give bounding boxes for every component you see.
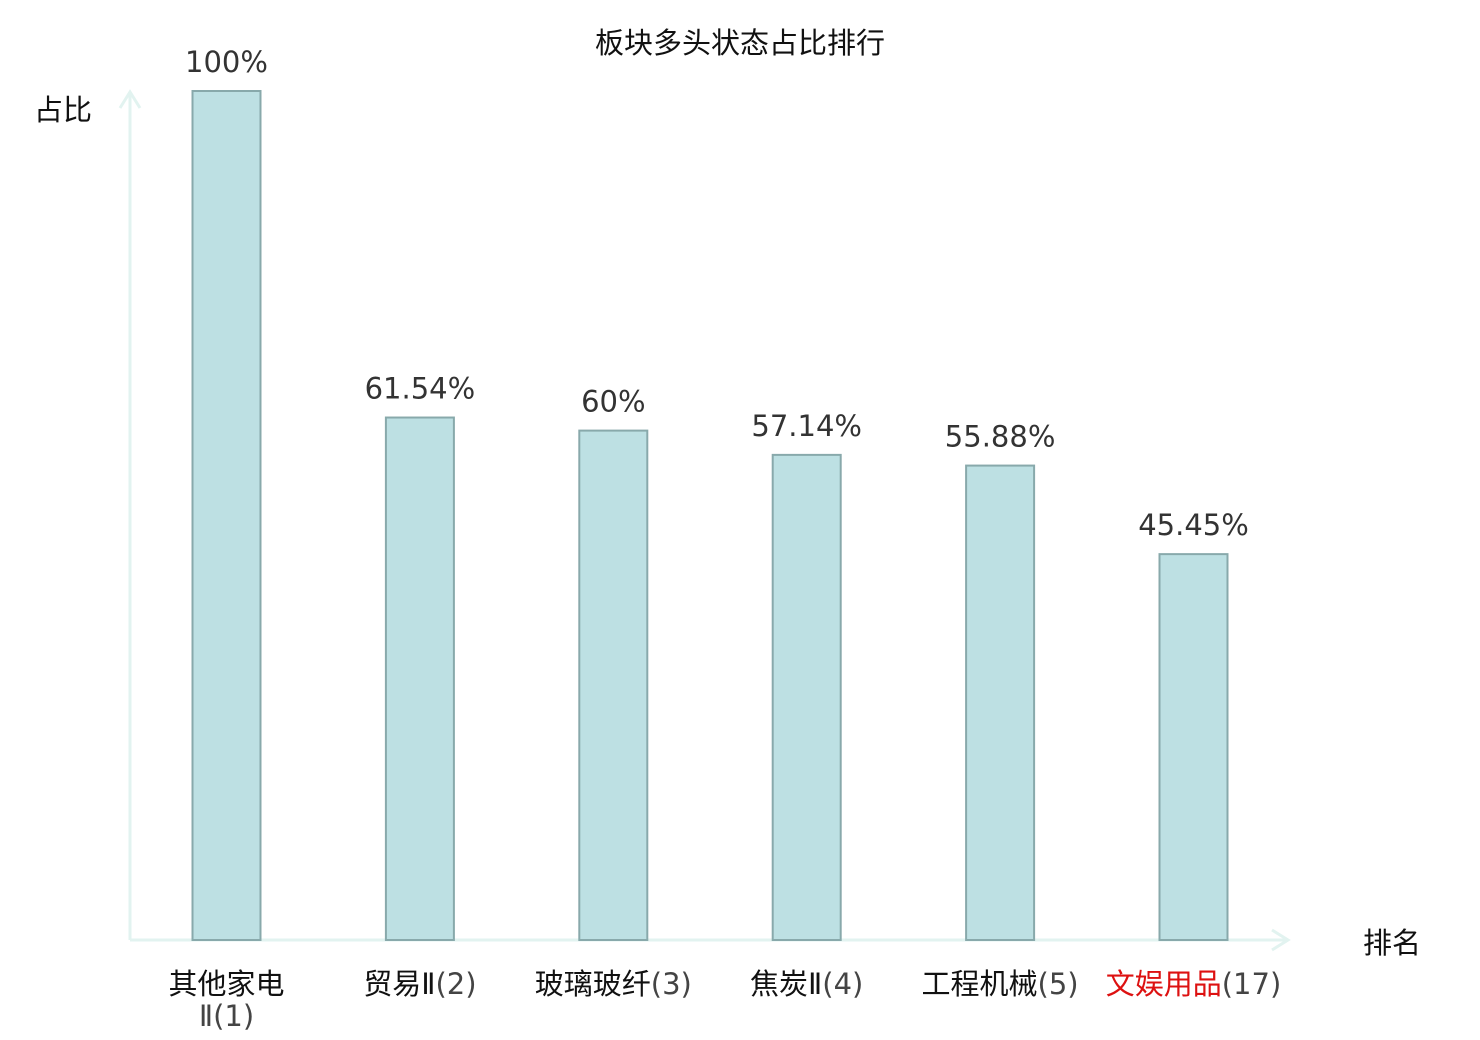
x-tick-rank: (4) xyxy=(822,967,863,1001)
x-tick-labels-group: 其他家电 Ⅱ(1) 贸易Ⅱ(2) 玻璃玻纤(3) 焦炭Ⅱ(4) 工程机械(5) 文娱用品(1… xyxy=(168,967,1281,1033)
y-axis xyxy=(118,89,142,940)
bar-4 xyxy=(771,453,842,941)
bar-5 xyxy=(965,464,1036,941)
x-tick-name: 文娱用品 xyxy=(1106,967,1222,1001)
x-tick-name: 焦炭Ⅱ xyxy=(750,967,822,1001)
x-tick-label-6: 文娱用品(17) xyxy=(1106,967,1282,1001)
bar-3 xyxy=(578,429,649,941)
x-axis-label: 排名 xyxy=(1363,926,1421,960)
x-tick-label-1: 其他家电 Ⅱ(1) xyxy=(168,967,284,1033)
x-tick-label-4: 焦炭Ⅱ(4) xyxy=(750,967,863,1001)
x-tick-name: 贸易Ⅱ xyxy=(363,967,435,1001)
bar-1 xyxy=(191,90,262,941)
x-tick-name: 玻璃玻纤 xyxy=(535,967,651,1001)
x-tick-name: 其他家电 xyxy=(168,967,284,1001)
x-tick-name: 工程机械 xyxy=(922,967,1038,1001)
x-tick-rank: Ⅱ(1) xyxy=(199,999,254,1033)
y-axis-arrow xyxy=(118,89,142,109)
x-tick-rank: (3) xyxy=(651,967,692,1001)
bar-2 xyxy=(384,416,455,941)
value-label-6: 45.45% xyxy=(1138,508,1249,542)
x-axis-arrow xyxy=(1271,928,1291,952)
value-label-1: 100% xyxy=(185,45,268,79)
chart-title: 板块多头状态占比排行 xyxy=(595,26,885,60)
x-axis xyxy=(130,928,1291,952)
value-label-4: 57.14% xyxy=(751,409,862,443)
value-labels-group: 100% 61.54% 60% 57.14% 55.88% 45.45% xyxy=(185,45,1249,542)
x-tick-label-3: 玻璃玻纤(3) xyxy=(535,967,692,1001)
x-tick-rank: (5) xyxy=(1038,967,1079,1001)
x-tick-rank: (17) xyxy=(1222,967,1282,1001)
value-label-2: 61.54% xyxy=(365,372,476,406)
y-axis-label: 占比 xyxy=(34,93,92,127)
x-tick-rank: (2) xyxy=(435,967,476,1001)
x-tick-label-5: 工程机械(5) xyxy=(922,967,1079,1001)
bar-6 xyxy=(1158,553,1229,942)
value-label-5: 55.88% xyxy=(945,420,1056,454)
bars-group xyxy=(191,90,1229,942)
value-label-3: 60% xyxy=(581,385,645,419)
x-tick-label-2: 贸易Ⅱ(2) xyxy=(363,967,476,1001)
